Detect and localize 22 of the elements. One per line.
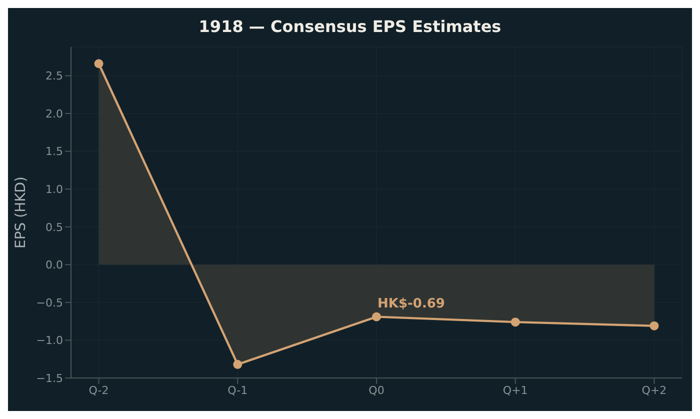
- x-tick-label: Q-2: [88, 384, 109, 397]
- y-tick-label: −1.5: [36, 372, 63, 385]
- point: [510, 318, 520, 327]
- point: [233, 360, 242, 369]
- chart-title: 1918 — Consensus EPS Estimates: [198, 16, 502, 38]
- y-tick-label: 1.0: [46, 182, 63, 196]
- y-tick-label: 0.0: [46, 258, 63, 272]
- y-tick-label: −1.0: [36, 334, 63, 348]
- x-tick-label: Q+2: [642, 384, 667, 397]
- y-tick-label: 2.5: [46, 70, 63, 83]
- x-tick-label: Q+1: [502, 384, 528, 397]
- point: [94, 59, 104, 68]
- point: [372, 312, 381, 322]
- y-axis-title: EPS (HKD): [12, 176, 29, 249]
- x-tick-label: Q-1: [228, 384, 248, 397]
- y-tick-label: 0.5: [46, 220, 63, 234]
- point: [650, 321, 659, 330]
- y-tick-label: 1.5: [46, 145, 63, 158]
- y-tick-label: −0.5: [36, 296, 63, 310]
- x-tick-label: Q0: [368, 384, 384, 397]
- y-tick-label: 2.0: [46, 107, 63, 120]
- annotation: HK$-0.69: [378, 296, 445, 312]
